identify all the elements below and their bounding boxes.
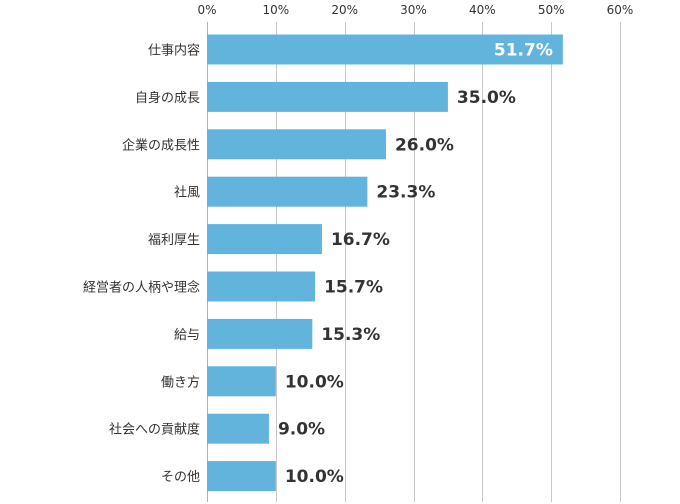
- category-label: 企業の成長性: [122, 137, 200, 153]
- category-label: 仕事内容: [148, 43, 200, 59]
- x-tick-label: 30%: [400, 3, 427, 17]
- category-label: 福利厚生: [148, 233, 200, 248]
- bar: [207, 271, 316, 302]
- value-label: 35.0%: [457, 88, 516, 108]
- bars: [207, 34, 563, 492]
- x-tick-label: 10%: [262, 3, 289, 17]
- category-label: 経営者の人柄や理念: [83, 280, 200, 296]
- bar: [207, 318, 313, 349]
- x-tick-label: 20%: [331, 3, 358, 17]
- value-label: 16.7%: [331, 230, 390, 250]
- bar: [207, 366, 276, 397]
- value-labels: 51.7% 35.0% 26.0% 23.3% 16.7% 15.7% 15.3% 10.0%…: [278, 41, 553, 488]
- x-tick-label: 0%: [197, 3, 216, 17]
- x-tick-labels: 0% 10% 20% 30% 40% 50% 60%: [197, 3, 633, 17]
- value-label: 10.0%: [285, 372, 344, 392]
- value-label: 23.3%: [376, 183, 435, 203]
- category-label: 給与: [174, 328, 200, 343]
- bar: [207, 34, 563, 65]
- bar: [207, 413, 269, 444]
- bar: [207, 461, 276, 492]
- value-label: 51.7%: [494, 41, 553, 61]
- value-label: 26.0%: [395, 135, 454, 155]
- category-labels: 仕事内容自身の成長企業の成長性社風福利厚生経営者の人柄や理念給与働き方社会への貢…: [83, 43, 200, 486]
- category-label: 働き方: [161, 374, 200, 390]
- category-label: その他: [161, 470, 200, 485]
- category-label: 社風: [174, 185, 200, 201]
- bar: [207, 81, 448, 112]
- x-tick-label: 60%: [607, 3, 634, 17]
- value-label: 10.0%: [285, 467, 344, 487]
- value-label: 15.3%: [321, 325, 380, 345]
- category-label: 社会への貢献度: [109, 422, 200, 438]
- bar: [207, 129, 386, 160]
- value-label: 15.7%: [324, 278, 383, 298]
- category-label: 自身の成長: [135, 90, 200, 106]
- x-tick-label: 40%: [469, 3, 496, 17]
- x-tick-label: 50%: [538, 3, 565, 17]
- value-label: 9.0%: [278, 420, 325, 440]
- bar: [207, 176, 368, 207]
- bar: [207, 224, 322, 255]
